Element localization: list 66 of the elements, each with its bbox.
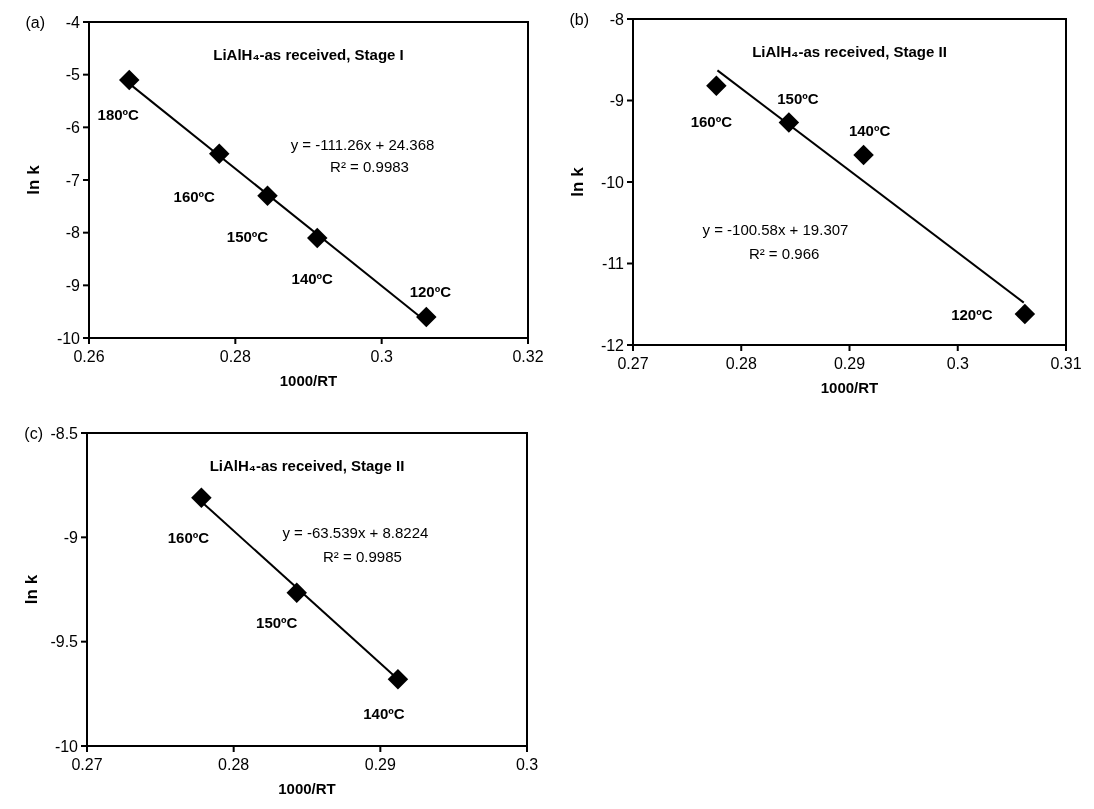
annotation: 140ºC bbox=[848, 122, 891, 140]
annotation: 120ºC bbox=[951, 306, 993, 324]
text: LiAlH₄-as received, Stage II bbox=[752, 43, 947, 60]
annotation: 150ºC bbox=[256, 613, 298, 631]
annotation: 150ºC bbox=[777, 89, 819, 107]
annotation: 160ºC bbox=[167, 528, 210, 546]
annotation: 120ºC bbox=[409, 283, 452, 301]
y-axis-title: ln k bbox=[568, 166, 587, 197]
point bbox=[416, 306, 437, 328]
y-tick-label: -11 bbox=[602, 255, 625, 273]
annotation: y = -100.58x + 19.307 bbox=[702, 221, 849, 239]
point bbox=[706, 75, 727, 97]
x-tick-label: 0.3 bbox=[515, 756, 539, 773]
y-tick-label: -8 bbox=[609, 10, 625, 28]
annotation: 140ºC bbox=[291, 270, 334, 288]
x-tick-label: 0.29 bbox=[364, 756, 397, 773]
point bbox=[118, 69, 140, 91]
x-tick-label: 0.27 bbox=[617, 355, 649, 372]
x-tick-label: 0.27 bbox=[71, 756, 103, 773]
annotation: 140ºC bbox=[363, 705, 405, 723]
y-tick-label: -9.5 bbox=[50, 633, 79, 651]
x-tick-label: 0.32 bbox=[512, 348, 544, 365]
x-tick-label: 0.28 bbox=[218, 756, 250, 773]
x-tick-label: 0.29 bbox=[833, 355, 866, 372]
x-tick-label: 0.26 bbox=[73, 348, 105, 365]
y-axis-title: ln k bbox=[24, 164, 43, 195]
y-axis-title: ln k bbox=[22, 574, 41, 605]
y-tick-label: -5 bbox=[65, 66, 81, 84]
y-tick-label: -6 bbox=[65, 118, 81, 136]
point bbox=[853, 144, 874, 166]
annotation: 160ºC bbox=[690, 113, 733, 131]
x-tick-label: 0.31 bbox=[1050, 355, 1082, 372]
x-axis-title: 1000/RT bbox=[279, 372, 338, 389]
x-axis-title: 1000/RT bbox=[278, 780, 336, 797]
annotation: 150ºC bbox=[226, 228, 269, 246]
y-tick-label: -12 bbox=[600, 336, 625, 354]
y-tick-label: -4 bbox=[65, 13, 81, 31]
x-tick-label: 0.3 bbox=[370, 348, 393, 365]
annotation: 160ºC bbox=[173, 187, 216, 205]
y-tick-label: -10 bbox=[54, 737, 79, 755]
annotation: R² = 0.9983 bbox=[330, 158, 409, 176]
point bbox=[1014, 303, 1036, 325]
y-tick-label: -8 bbox=[65, 224, 81, 242]
text: LiAlH₄-as received, Stage I bbox=[213, 46, 404, 63]
annotation: R² = 0.9985 bbox=[323, 547, 402, 565]
text: (a) bbox=[25, 14, 45, 31]
y-tick-label: -10 bbox=[56, 329, 81, 347]
point bbox=[191, 487, 212, 508]
x-tick-label: 0.3 bbox=[946, 355, 969, 372]
y-tick-label: -9 bbox=[609, 92, 625, 110]
x-tick-label: 0.28 bbox=[219, 348, 252, 365]
text: LiAlH₄-as received, Stage II bbox=[209, 457, 405, 474]
x-tick-label: 0.28 bbox=[725, 355, 757, 372]
annotation: R² = 0.966 bbox=[748, 245, 820, 263]
y-tick-label: -8.5 bbox=[50, 424, 79, 442]
y-tick-label: -9 bbox=[65, 276, 81, 294]
text: (c) bbox=[24, 425, 43, 442]
annotation: y = -63.539x + 8.8224 bbox=[282, 524, 429, 542]
y-tick-label: -10 bbox=[600, 173, 625, 191]
point bbox=[387, 668, 409, 690]
annotation: y = -111.26x + 24.368 bbox=[290, 135, 435, 153]
y-tick-label: -7 bbox=[65, 171, 81, 189]
annotation: 180ºC bbox=[97, 106, 140, 124]
text: (b) bbox=[569, 11, 589, 28]
y-tick-label: -9 bbox=[63, 528, 79, 546]
x-axis-title: 1000/RT bbox=[820, 379, 879, 396]
